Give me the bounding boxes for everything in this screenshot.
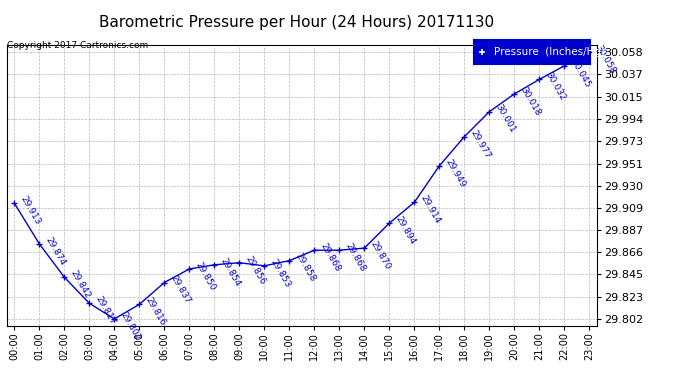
Pressure  (Inches/Hg) [385,221,393,225]
Pressure  (Inches/Hg) [210,262,219,267]
Text: 30.018: 30.018 [518,85,542,117]
Text: 29.854: 29.854 [219,256,242,288]
Text: Barometric Pressure per Hour (24 Hours) 20171130: Barometric Pressure per Hour (24 Hours) … [99,15,494,30]
Pressure  (Inches/Hg) [110,317,119,321]
Text: 29.868: 29.868 [319,242,342,273]
Pressure  (Inches/Hg) [335,248,344,252]
Text: 29.858: 29.858 [293,252,317,284]
Pressure  (Inches/Hg) [135,302,144,307]
Text: Pressure  (Inches/Hg): Pressure (Inches/Hg) [494,46,604,57]
Pressure  (Inches/Hg) [310,248,319,252]
Text: 30.045: 30.045 [569,57,592,89]
Text: 29.874: 29.874 [43,235,67,267]
Text: 29.850: 29.850 [194,260,217,292]
Text: 29.853: 29.853 [268,257,292,289]
Text: 29.977: 29.977 [469,128,492,160]
Pressure  (Inches/Hg) [510,92,518,96]
Text: 29.870: 29.870 [368,240,392,271]
Pressure  (Inches/Hg) [411,200,419,204]
Text: 29.894: 29.894 [393,214,417,246]
Pressure  (Inches/Hg) [485,110,493,114]
Text: 30.058: 30.058 [593,44,617,75]
Text: 29.913: 29.913 [19,195,42,226]
Pressure  (Inches/Hg) [260,264,268,268]
Pressure  (Inches/Hg) [360,246,368,250]
Pressure  (Inches/Hg) [86,301,94,306]
Text: 29.856: 29.856 [244,254,267,286]
Text: 30.032: 30.032 [544,71,567,102]
Text: 29.802: 29.802 [119,310,142,342]
Text: 30.001: 30.001 [493,103,517,135]
Pressure  (Inches/Hg) [160,280,168,285]
Pressure  (Inches/Hg) [185,267,193,271]
Text: 29.816: 29.816 [144,296,167,327]
Pressure  (Inches/Hg) [435,164,444,168]
Text: 29.868: 29.868 [344,242,367,273]
Line: Pressure  (Inches/Hg): Pressure (Inches/Hg) [12,50,592,322]
Pressure  (Inches/Hg) [35,242,43,246]
Pressure  (Inches/Hg) [285,258,293,263]
Pressure  (Inches/Hg) [60,275,68,279]
Pressure  (Inches/Hg) [460,134,469,139]
Pressure  (Inches/Hg) [585,50,593,54]
Pressure  (Inches/Hg) [560,64,569,68]
Pressure  (Inches/Hg) [235,261,244,265]
Text: 29.842: 29.842 [68,268,92,300]
Text: Copyright 2017 Cartronics.com: Copyright 2017 Cartronics.com [7,41,148,50]
Pressure  (Inches/Hg) [535,77,544,82]
Text: 29.914: 29.914 [419,194,442,225]
Text: 29.817: 29.817 [94,295,117,327]
Text: 29.837: 29.837 [168,274,192,306]
Text: 29.949: 29.949 [444,157,467,189]
Pressure  (Inches/Hg) [10,201,19,206]
